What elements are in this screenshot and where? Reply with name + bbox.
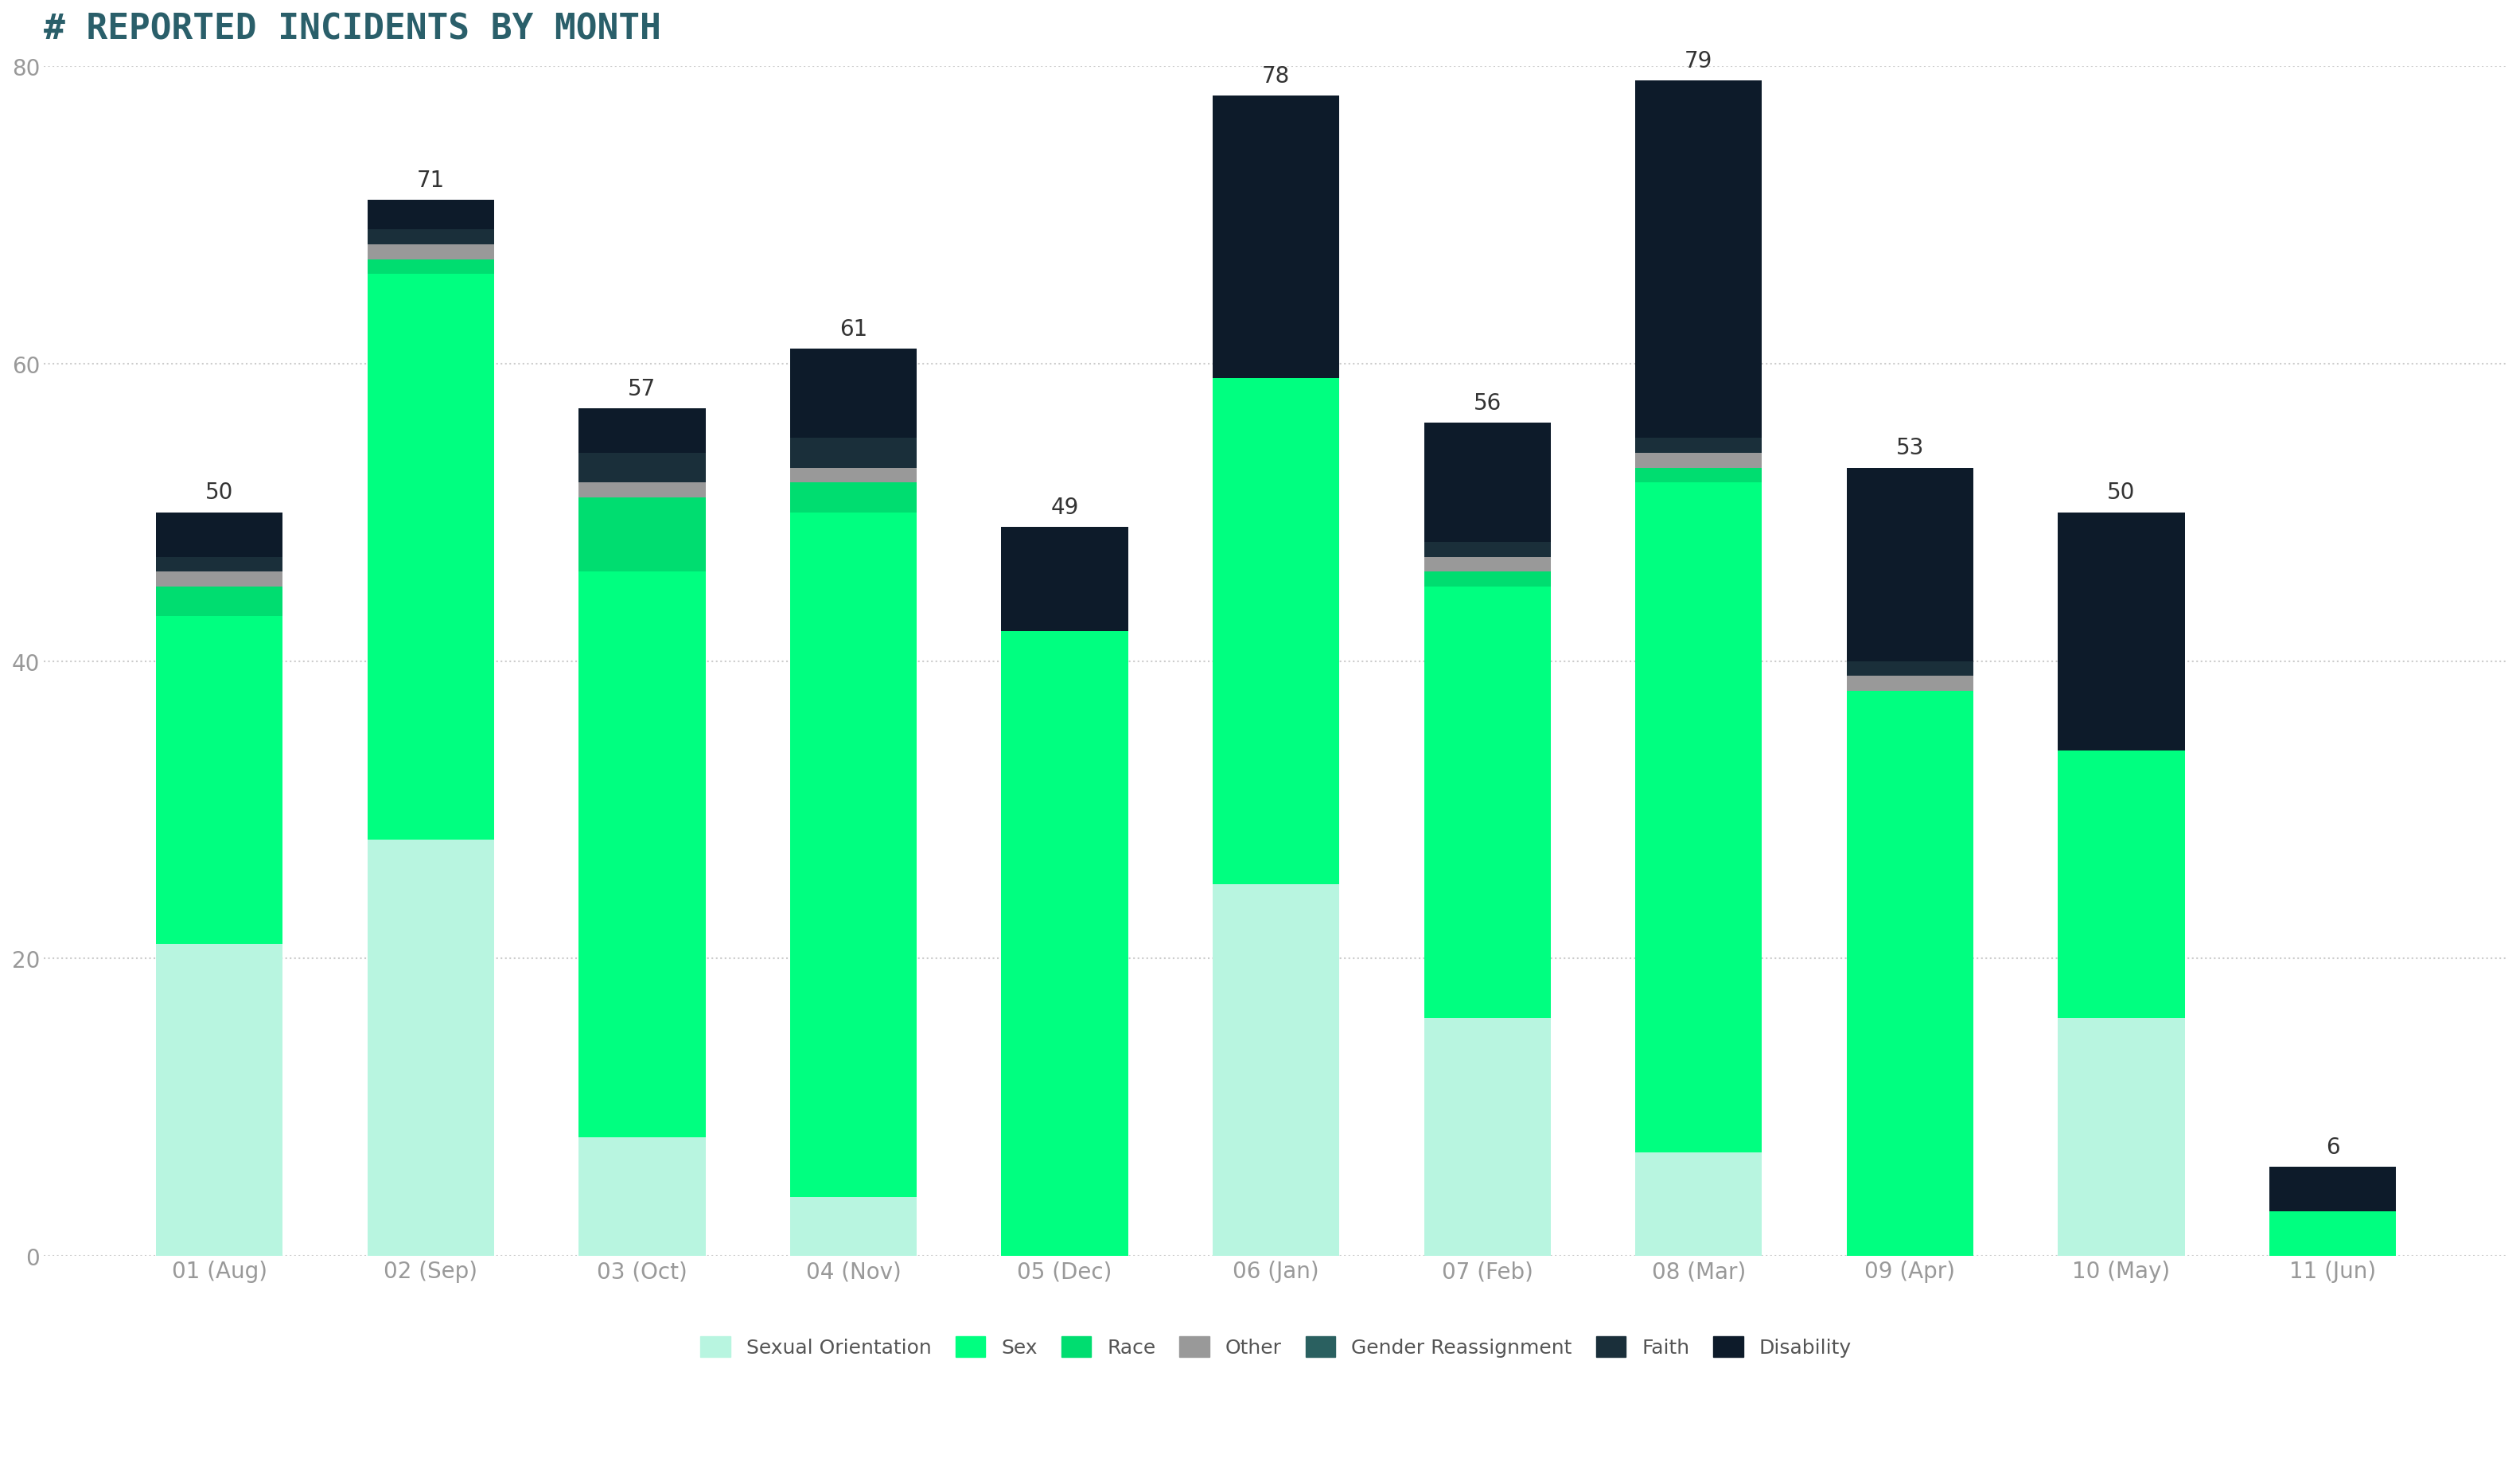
Bar [1847, 677, 1973, 691]
Bar [1424, 572, 1550, 588]
Bar [1635, 468, 1761, 483]
Bar [2059, 513, 2185, 751]
Bar [1635, 1152, 1761, 1257]
Bar [1424, 557, 1550, 572]
Text: 78: 78 [1263, 66, 1290, 87]
Bar [789, 439, 917, 468]
Bar [368, 260, 494, 274]
Bar [2059, 751, 2185, 1018]
Bar [1424, 588, 1550, 1018]
Bar [2271, 1166, 2397, 1212]
Text: 53: 53 [1895, 437, 1925, 459]
Bar [368, 245, 494, 260]
Text: 71: 71 [416, 169, 444, 191]
Text: 49: 49 [1051, 496, 1079, 519]
Bar [1635, 82, 1761, 439]
Bar [580, 572, 706, 1137]
Bar [156, 557, 282, 572]
Bar [789, 513, 917, 1197]
Bar [789, 483, 917, 513]
Bar [580, 497, 706, 572]
Bar [580, 483, 706, 497]
Bar [156, 943, 282, 1257]
Bar [156, 617, 282, 943]
Bar [368, 230, 494, 245]
Bar [1847, 662, 1973, 677]
Text: 57: 57 [627, 378, 655, 399]
Bar [368, 840, 494, 1257]
Text: 61: 61 [839, 318, 867, 340]
Bar [1212, 96, 1341, 379]
Bar [1635, 483, 1761, 1152]
Bar [1635, 439, 1761, 453]
Text: 50: 50 [204, 481, 234, 504]
Bar [368, 200, 494, 230]
Bar [156, 588, 282, 617]
Text: 6: 6 [2326, 1136, 2339, 1158]
Bar [1424, 423, 1550, 542]
Bar [156, 513, 282, 557]
Bar [580, 408, 706, 453]
Bar [1424, 542, 1550, 557]
Bar [1000, 528, 1129, 631]
Bar [789, 348, 917, 439]
Bar [789, 468, 917, 483]
Bar [1424, 1018, 1550, 1257]
Bar [2059, 1018, 2185, 1257]
Bar [789, 1197, 917, 1257]
Legend: Sexual Orientation, Sex, Race, Other, Gender Reassignment, Faith, Disability: Sexual Orientation, Sex, Race, Other, Ge… [693, 1328, 1860, 1365]
Text: 56: 56 [1474, 392, 1502, 414]
Text: 50: 50 [2107, 481, 2134, 504]
Bar [1212, 379, 1341, 885]
Bar [1000, 631, 1129, 1257]
Bar [1847, 691, 1973, 1257]
Bar [2271, 1212, 2397, 1257]
Text: # REPORTED INCIDENTS BY MONTH: # REPORTED INCIDENTS BY MONTH [43, 12, 660, 47]
Bar [580, 1137, 706, 1257]
Bar [368, 274, 494, 840]
Bar [1212, 885, 1341, 1257]
Bar [156, 572, 282, 588]
Bar [580, 453, 706, 483]
Bar [1847, 468, 1973, 662]
Text: 79: 79 [1683, 50, 1714, 73]
Bar [1635, 453, 1761, 468]
